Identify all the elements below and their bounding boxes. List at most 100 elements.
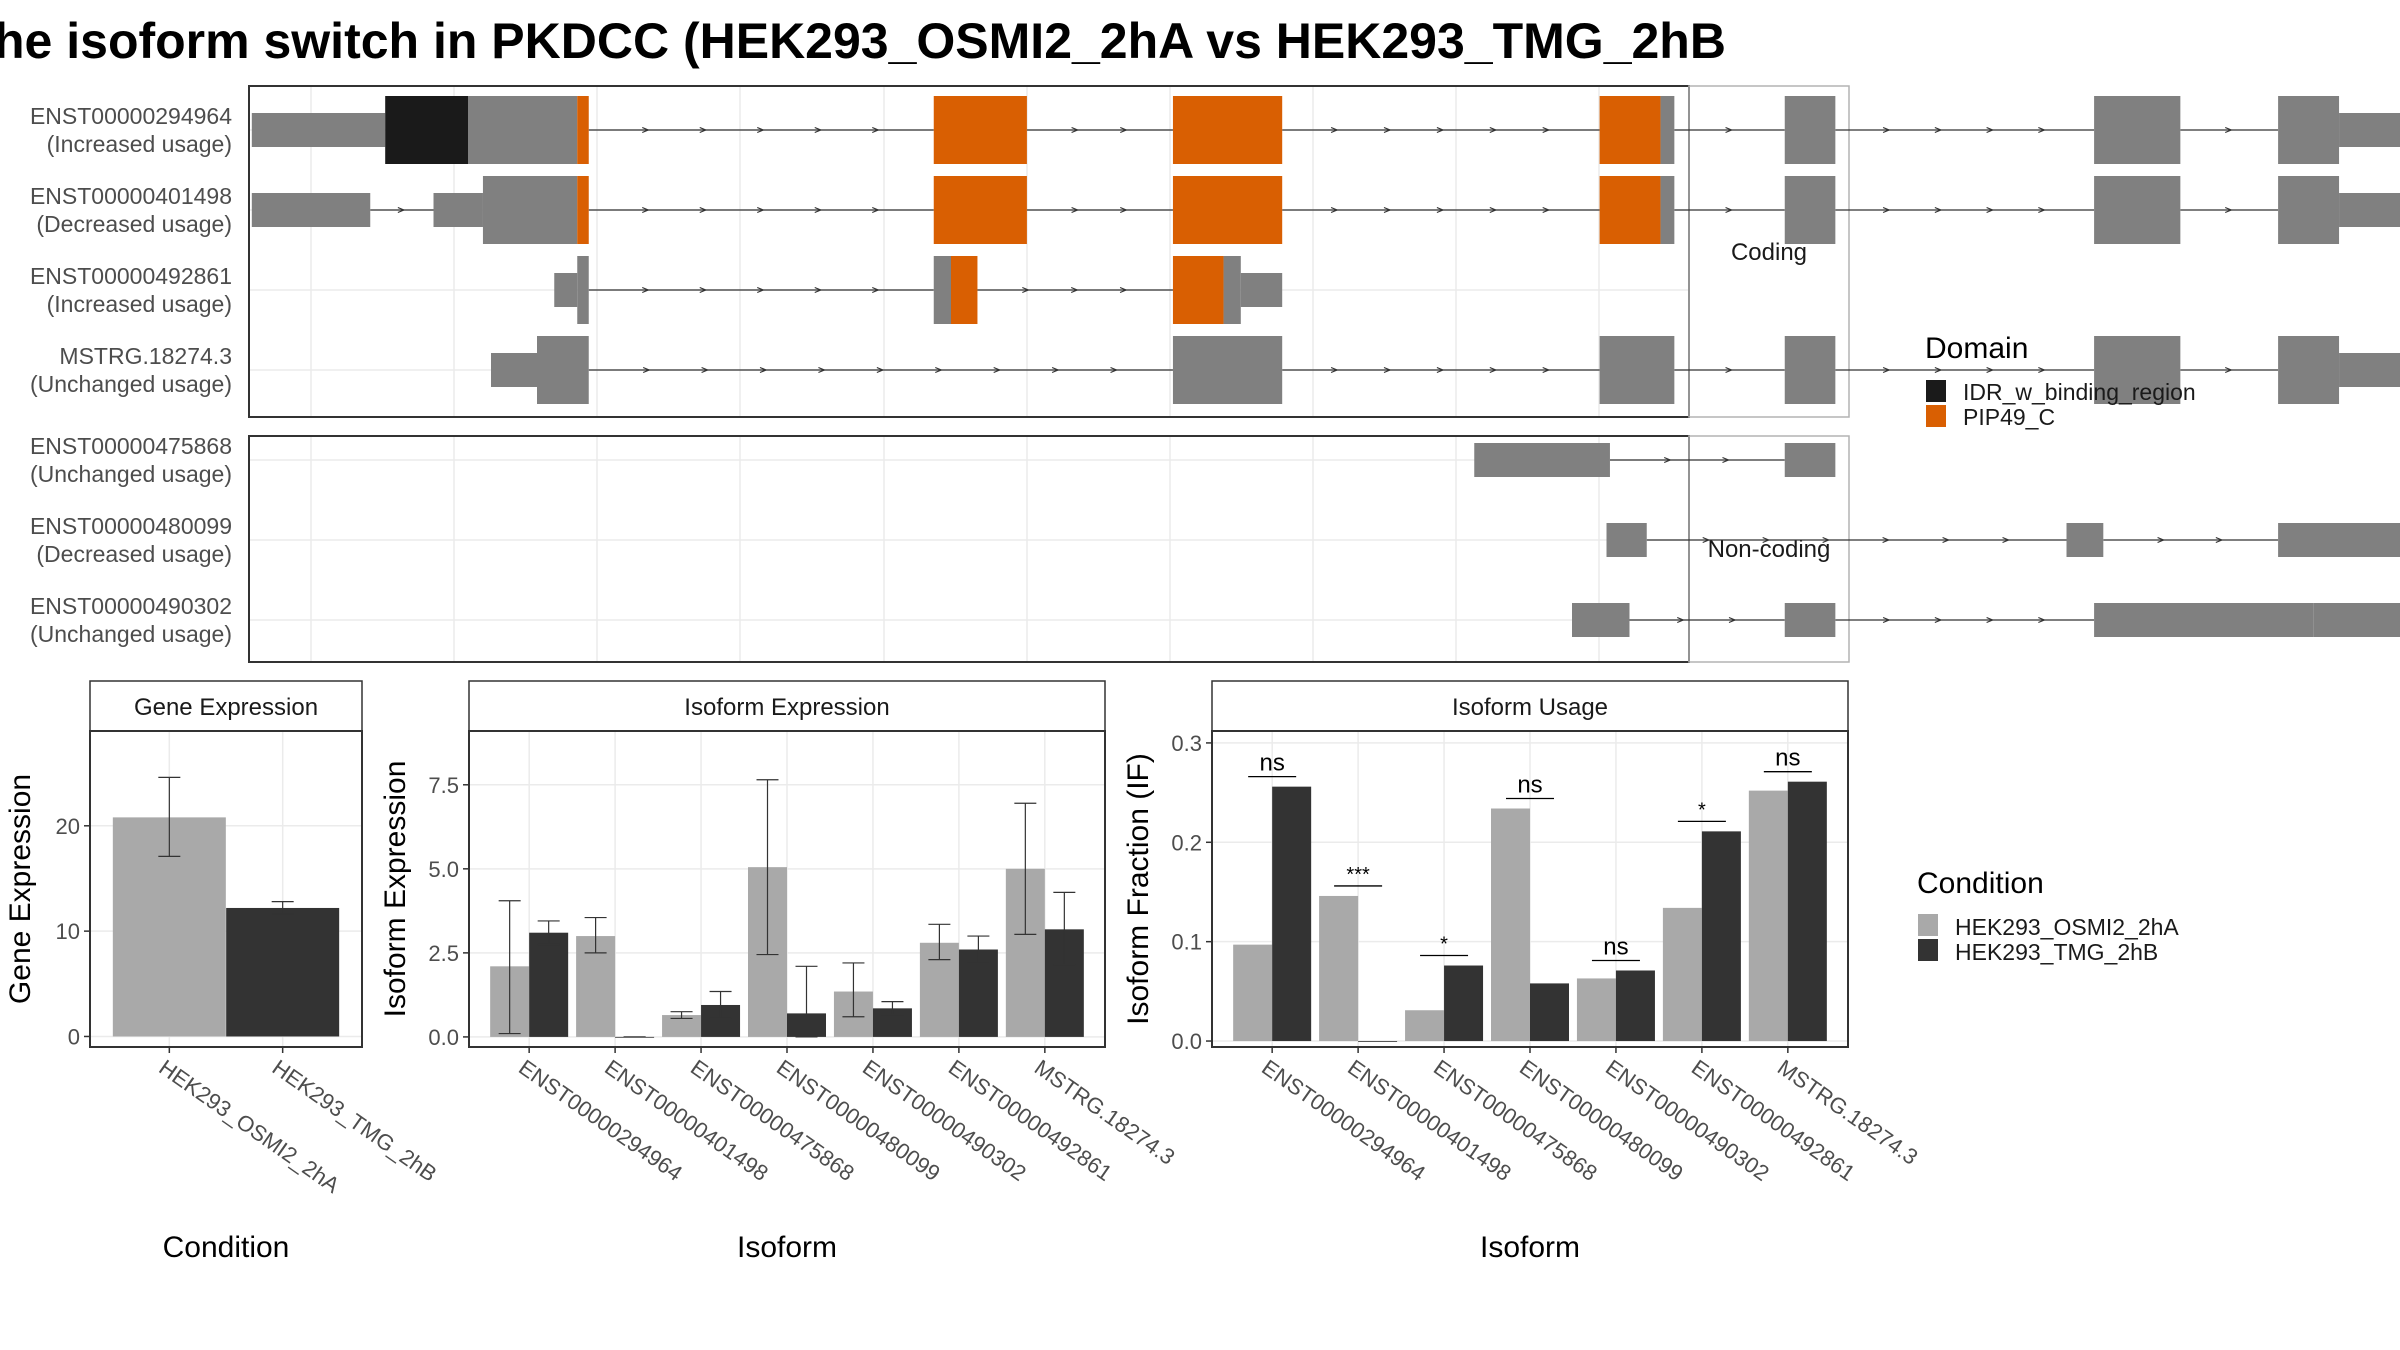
intron-arrow bbox=[1022, 286, 1030, 294]
intron-arrow bbox=[1110, 366, 1119, 374]
exon-segment bbox=[491, 353, 537, 387]
intron-arrow bbox=[1489, 126, 1498, 134]
transcript-id-label: ENST00000492861 bbox=[30, 263, 232, 289]
exon-segment bbox=[1606, 523, 1647, 557]
intron-arrow bbox=[1822, 536, 1831, 544]
intron-arrow bbox=[1436, 126, 1445, 134]
noncoding-transcripts: ENST00000475868(Unchanged usage)ENST0000… bbox=[30, 433, 2400, 647]
significance-label: * bbox=[1698, 799, 1706, 821]
intron-arrow bbox=[1986, 206, 1995, 214]
intron-arrow bbox=[1071, 126, 1080, 134]
exon-segment bbox=[1599, 336, 1675, 404]
exon-segment bbox=[251, 113, 386, 147]
bar bbox=[1405, 1010, 1445, 1042]
transcript-id-label: ENST00000401498 bbox=[30, 183, 232, 209]
intron-arrow bbox=[1722, 456, 1731, 464]
domain-exon-segment bbox=[1172, 256, 1224, 324]
exon-segment bbox=[1172, 336, 1283, 404]
gene-expression-strip-title: Gene Expression bbox=[134, 694, 318, 721]
intron-arrow bbox=[872, 126, 880, 134]
exon-segment bbox=[1784, 336, 1836, 404]
exon-segment bbox=[2313, 603, 2400, 637]
transcript-usage-label: (Decreased usage) bbox=[36, 541, 232, 567]
intron-arrow bbox=[1728, 616, 1737, 624]
intron-arrow bbox=[1882, 616, 1891, 624]
intron-arrow bbox=[814, 206, 823, 214]
y-tick-label: 5.0 bbox=[428, 857, 459, 882]
intron-arrow bbox=[1725, 126, 1734, 134]
transcript-row: ENST00000475868(Unchanged usage) bbox=[30, 433, 1836, 487]
intron-arrow bbox=[1070, 286, 1079, 294]
intron-arrow bbox=[872, 286, 880, 294]
transcript-id-label: ENST00000294964 bbox=[30, 103, 232, 129]
intron-arrow bbox=[759, 366, 768, 374]
noncoding-strip bbox=[1688, 435, 1850, 663]
intron-arrow bbox=[1934, 366, 1943, 374]
domain-legend-swatch-idr bbox=[1926, 380, 1946, 402]
exon-segment bbox=[1474, 443, 1610, 477]
bar bbox=[529, 932, 569, 1037]
exon-segment bbox=[1784, 176, 1836, 244]
exon-segment bbox=[2094, 336, 2181, 404]
intron-arrow bbox=[876, 366, 885, 374]
exon-segment bbox=[1223, 256, 1241, 324]
transcript-id-label: ENST00000475868 bbox=[30, 433, 232, 459]
intron-arrow bbox=[2224, 206, 2233, 214]
noncoding-grid bbox=[250, 437, 1688, 661]
y-tick-label: 0.2 bbox=[1171, 830, 1202, 855]
exon-segment bbox=[468, 96, 578, 164]
y-tick-label: 0.1 bbox=[1171, 930, 1202, 955]
intron-arrow bbox=[757, 126, 765, 134]
intron-arrow bbox=[1330, 126, 1339, 134]
y-tick-label: 0.0 bbox=[1171, 1029, 1202, 1054]
figure-title: he isoform switch in PKDCC (HEK293_OSMI2… bbox=[0, 13, 1726, 69]
exon-segment bbox=[577, 256, 589, 324]
domain-legend-swatch-pip49 bbox=[1926, 405, 1946, 427]
domain-legend-title: Domain bbox=[1925, 332, 2028, 365]
intron-arrow bbox=[1119, 286, 1128, 294]
exon-segment bbox=[2239, 603, 2314, 637]
condition-legend-label-a: HEK293_OSMI2_2hA bbox=[1955, 914, 2179, 940]
x-tick-label: HEK293_OSMI2_2hA bbox=[154, 1055, 344, 1198]
y-tick-label: 0.3 bbox=[1171, 731, 1202, 756]
transcript-id-label: MSTRG.18274.3 bbox=[59, 343, 232, 369]
isoform-expression-y-label: Isoform Expression bbox=[379, 761, 412, 1018]
intron-arrow bbox=[2038, 366, 2046, 374]
condition-legend-title: Condition bbox=[1917, 867, 2044, 900]
intron-arrow bbox=[701, 366, 710, 374]
noncoding-panel-border bbox=[248, 435, 1690, 663]
transcript-id-label: ENST00000490302 bbox=[30, 593, 232, 619]
transcript-row: ENST00000294964(Increased usage) bbox=[30, 96, 2400, 164]
domain-exon-segment bbox=[1599, 96, 1661, 164]
intron-arrow bbox=[993, 366, 1002, 374]
transcript-row: ENST00000490302(Unchanged usage) bbox=[30, 593, 2400, 647]
intron-arrow bbox=[814, 286, 823, 294]
isoform-expression-plot: 0.02.55.07.5ENST00000294964ENST000004014… bbox=[428, 732, 1180, 1186]
bar bbox=[1491, 808, 1530, 1042]
x-tick-label: MSTRG.18274.3 bbox=[1773, 1055, 1923, 1170]
intron-arrow bbox=[1383, 366, 1392, 374]
condition-legend-swatch-a bbox=[1918, 914, 1938, 936]
intron-arrow bbox=[814, 126, 823, 134]
intron-arrow bbox=[1762, 536, 1771, 544]
exon-segment bbox=[1660, 96, 1675, 164]
domain-exon-segment bbox=[951, 256, 978, 324]
bar bbox=[226, 907, 340, 1037]
transcript-row: MSTRG.18274.3(Unchanged usage) bbox=[30, 336, 2400, 404]
exon-segment bbox=[1784, 603, 1836, 637]
domain-exon-segment bbox=[577, 176, 589, 244]
bar bbox=[1358, 1041, 1398, 1042]
y-tick-label: 0.0 bbox=[428, 1025, 459, 1050]
bar bbox=[1748, 790, 1788, 1042]
intron-arrow bbox=[1383, 206, 1392, 214]
intron-arrow bbox=[1383, 126, 1392, 134]
intron-arrow bbox=[1542, 206, 1551, 214]
exon-segment bbox=[933, 256, 951, 324]
y-tick-label: 2.5 bbox=[428, 941, 459, 966]
y-tick-label: 7.5 bbox=[428, 773, 459, 798]
intron-arrow bbox=[642, 126, 650, 134]
transcript-usage-label: (Unchanged usage) bbox=[30, 461, 232, 487]
intron-arrow bbox=[1677, 616, 1685, 624]
exon-segment bbox=[2278, 176, 2340, 244]
